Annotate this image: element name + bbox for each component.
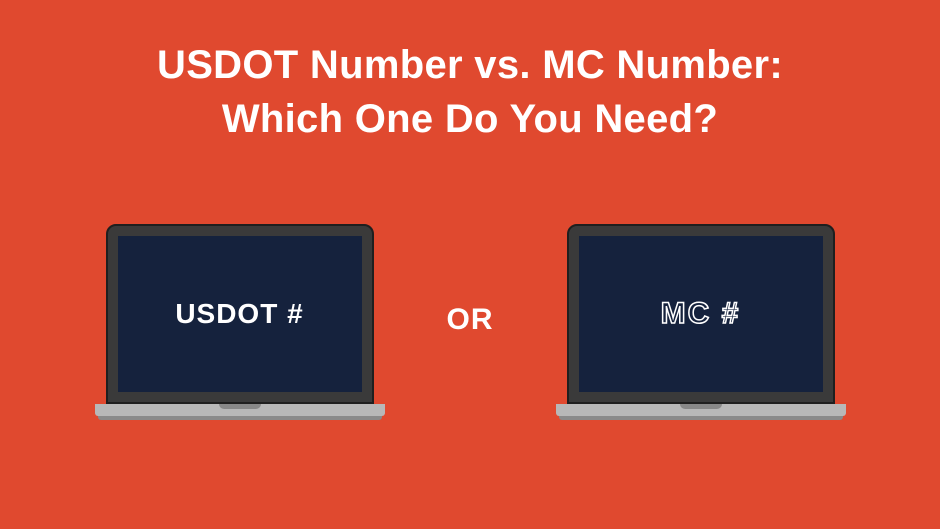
title-line-1: USDOT Number vs. MC Number: bbox=[157, 38, 783, 92]
comparison-row: USDOT # OR MC # bbox=[0, 224, 940, 416]
laptop-right: MC # bbox=[556, 224, 846, 416]
laptop-left-text: USDOT # bbox=[175, 298, 303, 330]
laptop-left: USDOT # bbox=[95, 224, 385, 416]
laptop-right-text: MC # bbox=[661, 297, 741, 331]
laptop-right-base bbox=[556, 404, 846, 416]
laptop-right-screen: MC # bbox=[579, 236, 823, 392]
laptop-left-notch bbox=[219, 404, 261, 409]
laptop-left-screen: USDOT # bbox=[118, 236, 362, 392]
title-line-2: Which One Do You Need? bbox=[157, 92, 783, 146]
main-title: USDOT Number vs. MC Number: Which One Do… bbox=[157, 38, 783, 146]
laptop-left-lid: USDOT # bbox=[106, 224, 374, 404]
laptop-right-notch bbox=[680, 404, 722, 409]
or-separator: OR bbox=[447, 303, 494, 337]
laptop-left-base bbox=[95, 404, 385, 416]
laptop-right-lid: MC # bbox=[567, 224, 835, 404]
